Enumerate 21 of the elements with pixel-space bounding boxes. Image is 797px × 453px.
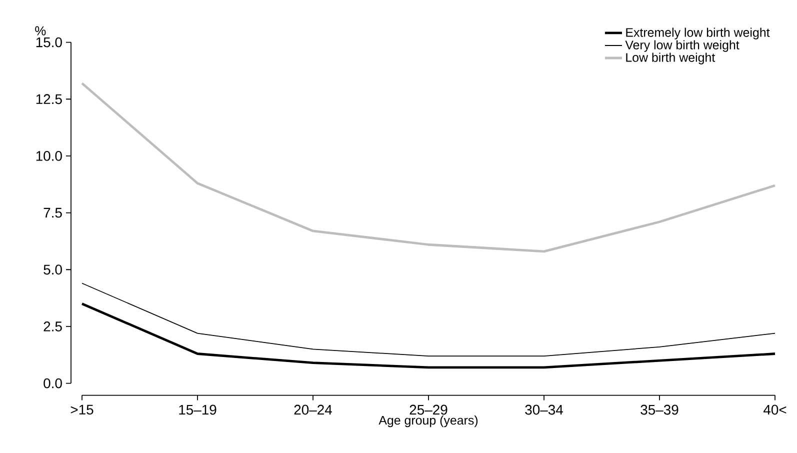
line-series xyxy=(80,82,776,253)
legend-label: Extremely low birth weight xyxy=(626,28,770,40)
y-tick-label: 7.5 xyxy=(44,208,62,218)
y-tick-label: 15.0 xyxy=(36,37,62,48)
x-tick-label: >15 xyxy=(70,404,94,415)
x-tick-label: 35–39 xyxy=(640,404,678,415)
x-axis-title: Age group (years) xyxy=(378,416,478,428)
x-tick-label: 20–24 xyxy=(294,404,332,415)
legend-label: Very low birth weight xyxy=(625,40,740,52)
legend-label: Low birth weight xyxy=(626,52,716,64)
x-tick-label: 25–29 xyxy=(410,404,448,415)
y-tick-label: 5.0 xyxy=(44,264,62,275)
y-tick-label: 0.0 xyxy=(44,378,62,388)
y-axis-title: % xyxy=(35,26,46,36)
line-series xyxy=(82,282,776,356)
x-tick-label: 30–34 xyxy=(525,404,563,415)
y-tick-label: 12.5 xyxy=(36,94,62,104)
x-tick-label: 40< xyxy=(763,404,786,415)
x-tick-label: 15–19 xyxy=(179,404,216,415)
y-tick-label: 2.5 xyxy=(44,322,62,332)
y-tick-label: 10.0 xyxy=(36,151,62,161)
